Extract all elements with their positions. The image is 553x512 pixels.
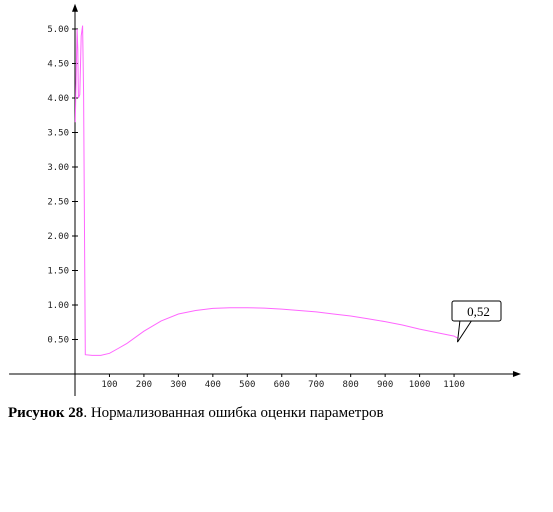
y-tick-label: 3.50 bbox=[47, 129, 69, 139]
value-callout: 0,52 bbox=[451, 300, 502, 343]
callout-box bbox=[451, 300, 502, 322]
x-tick-label: 600 bbox=[274, 380, 290, 390]
callout-label: 0,52 bbox=[467, 304, 490, 319]
y-tick-label: 1.00 bbox=[47, 301, 69, 311]
x-tick-label: 400 bbox=[205, 380, 221, 390]
caption-text: . Нормализованная ошибка оценки параметр… bbox=[83, 405, 384, 421]
chart: 100 200 300 400 500 600 700 800 900 1000 1100 0.50 1… bbox=[9, 3, 521, 396]
x-tick-label: 200 bbox=[136, 380, 152, 390]
x-tick-label: 1000 bbox=[409, 380, 431, 390]
x-tick-label: 300 bbox=[170, 380, 186, 390]
x-tick-label: 800 bbox=[343, 380, 359, 390]
y-tick-label: 0.50 bbox=[47, 336, 69, 346]
y-tick-label: 3.00 bbox=[47, 163, 69, 173]
callout-pointer bbox=[457, 319, 473, 343]
x-tick-label: 500 bbox=[239, 380, 255, 390]
figure-caption: Рисунок 28. Нормализованная ошибка оценк… bbox=[8, 405, 548, 422]
ticks: 100 200 300 400 500 600 700 800 900 1000 1100 0.50 1… bbox=[47, 25, 465, 390]
y-tick-label: 4.00 bbox=[47, 94, 69, 104]
x-tick-label: 1100 bbox=[443, 380, 465, 390]
x-tick-label: 900 bbox=[377, 380, 393, 390]
y-tick-label: 2.00 bbox=[47, 232, 69, 242]
y-tick-label: 2.50 bbox=[47, 198, 69, 208]
axes bbox=[9, 3, 521, 396]
x-axis-arrow bbox=[512, 371, 521, 377]
y-axis-arrow bbox=[72, 3, 78, 12]
y-tick-label: 1.50 bbox=[47, 267, 69, 277]
x-tick-label: 100 bbox=[101, 380, 117, 390]
caption-figure-number: Рисунок 28 bbox=[8, 405, 84, 421]
series-layer bbox=[74, 25, 458, 356]
y-tick-label: 4.50 bbox=[47, 60, 69, 70]
y-tick-label: 5.00 bbox=[47, 25, 69, 35]
series-line bbox=[74, 25, 458, 356]
x-tick-label: 700 bbox=[308, 380, 324, 390]
